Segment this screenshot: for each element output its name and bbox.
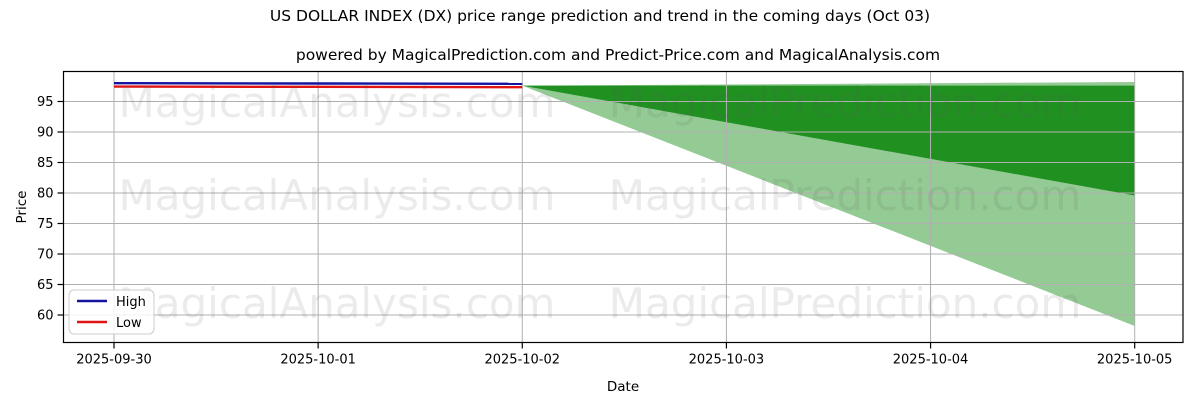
y-tick-label: 85	[37, 156, 54, 171]
watermark-text: MagicalAnalysis.com	[119, 171, 556, 220]
watermark-text: MagicalAnalysis.com	[119, 279, 556, 328]
forecast-band-layer	[522, 81, 1135, 326]
chart-subtitle: powered by MagicalPrediction.com and Pre…	[296, 46, 940, 64]
y-tick-label: 95	[37, 95, 54, 110]
y-axis-label: Price	[14, 191, 30, 224]
forecast-band-inner-range	[522, 85, 1135, 196]
legend-label-high: High	[116, 295, 146, 310]
x-tick-label: 2025-10-03	[689, 353, 765, 368]
x-tick-label: 2025-10-04	[893, 353, 969, 368]
tick-layer: 60 65 70 75 80 85 90 95 2025-09-30 2025-10-01 2025…	[37, 95, 1173, 368]
y-tick-label: 70	[37, 248, 54, 263]
x-tick-label: 2025-10-05	[1097, 353, 1173, 368]
y-tick-label: 80	[37, 187, 54, 202]
x-tick-label: 2025-10-02	[484, 353, 560, 368]
legend-label-low: Low	[116, 316, 142, 331]
y-tick-label: 65	[37, 278, 54, 293]
x-tick-label: 2025-09-30	[76, 353, 152, 368]
y-tick-label: 75	[37, 217, 54, 232]
price-line-layer	[113, 81, 523, 89]
y-tick-label: 60	[37, 309, 54, 324]
grid-layer	[63, 71, 1183, 343]
series-line-high	[113, 81, 523, 86]
x-axis-label: Date	[607, 379, 639, 395]
y-tick-label: 90	[37, 126, 54, 141]
watermark-layer: MagicalAnalysis.com MagicalPrediction.com…	[119, 78, 1082, 328]
legend: High Low	[68, 289, 155, 335]
watermark-text: MagicalPrediction.com	[609, 171, 1082, 220]
series-line-low	[113, 85, 523, 89]
x-tick-label: 2025-10-01	[280, 353, 356, 368]
watermark-text: MagicalAnalysis.com	[119, 78, 556, 127]
watermark-text: MagicalPrediction.com	[609, 78, 1082, 127]
axes-frame	[62, 70, 1184, 344]
chart-title: US DOLLAR INDEX (DX) price range predict…	[270, 7, 930, 25]
watermark-text: MagicalPrediction.com	[609, 279, 1082, 328]
